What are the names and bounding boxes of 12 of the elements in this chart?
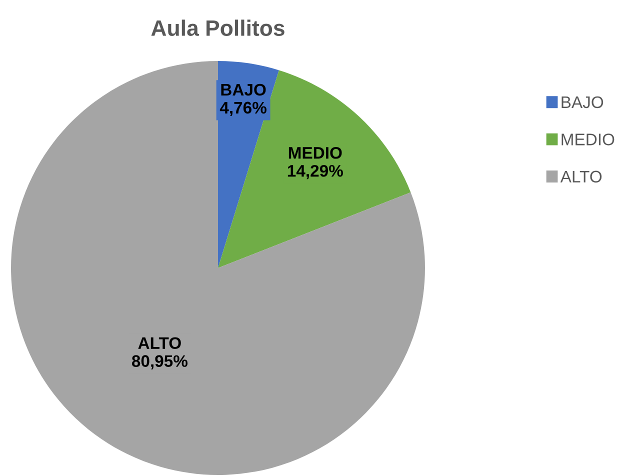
slice-label: BAJO xyxy=(221,84,266,96)
slice-label: MEDIO xyxy=(288,146,342,159)
legend-label: ALTO xyxy=(560,170,602,183)
slice-label: ALTO xyxy=(138,337,181,350)
data-label: 80,95% xyxy=(132,355,188,370)
data-label: 14,29% xyxy=(288,164,343,180)
data-label: 4,76% xyxy=(220,102,266,116)
chart-title: Aula Pollitos xyxy=(151,20,284,36)
legend-label: MEDIO xyxy=(562,134,614,146)
pie-slice xyxy=(218,70,411,268)
legend-label: BAJO xyxy=(562,96,604,108)
pie-slice xyxy=(11,61,425,475)
